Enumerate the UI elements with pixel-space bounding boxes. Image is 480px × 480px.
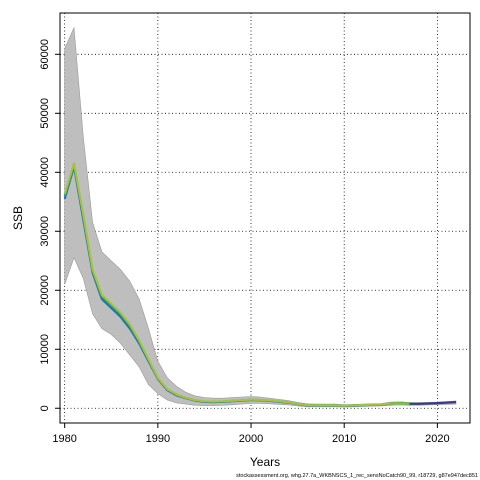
y-tick-label-40000: 40000 — [39, 157, 51, 188]
y-tick-label-10000: 10000 — [39, 334, 51, 365]
confidence-band-area — [64, 26, 457, 408]
y-tick-label-30000: 30000 — [39, 216, 51, 247]
series-line-5 — [409, 401, 457, 405]
x-tick-label-1980: 1980 — [52, 433, 76, 445]
y-axis: 0 10000 20000 30000 40000 50000 60000 — [39, 39, 60, 411]
x-tick-label-2020: 2020 — [425, 433, 449, 445]
y-axis-title: SSB — [11, 206, 25, 230]
grid-lines — [60, 13, 470, 423]
x-axis-title: Years — [250, 455, 280, 469]
y-tick-label-60000: 60000 — [39, 39, 51, 70]
x-axis: 1980 1990 2000 2010 2020 — [52, 423, 450, 445]
y-tick-label-20000: 20000 — [39, 275, 51, 306]
x-tick-label-2010: 2010 — [332, 433, 356, 445]
x-tick-label-2000: 2000 — [239, 433, 263, 445]
series-lines — [63, 162, 457, 407]
series-line-3 — [63, 162, 401, 407]
y-tick-label-50000: 50000 — [39, 98, 51, 129]
plot-frame — [59, 12, 471, 424]
confidence-band — [64, 26, 457, 408]
source-footnote: stockassessment.org, whg.27.7a_WKBNSCS_1… — [236, 473, 478, 479]
y-tick-label-0: 0 — [39, 405, 51, 411]
x-tick-label-1990: 1990 — [146, 433, 170, 445]
